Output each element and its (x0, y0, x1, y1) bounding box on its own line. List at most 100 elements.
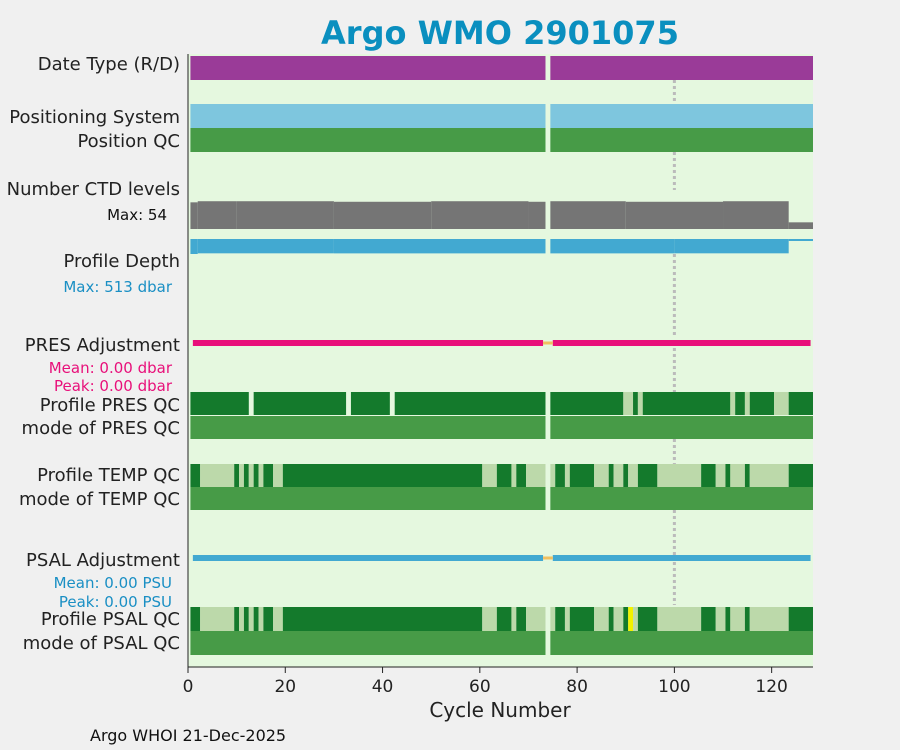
x-axis-label: Cycle Number (429, 698, 571, 722)
profile-pres-qc-seg-4 (550, 392, 624, 415)
profile-psal-qc-seg-5 (248, 607, 254, 631)
profile-psal-qc-seg-7 (258, 607, 264, 631)
profile-temp-qc-seg-12 (496, 464, 512, 487)
profile-temp-qc-seg-28 (715, 464, 726, 487)
chart-title: Argo WMO 2901075 (321, 14, 679, 52)
profile-temp-qc-seg-6 (253, 464, 259, 487)
profile-temp-qc-seg-7 (258, 464, 264, 487)
row-label-profile-depth: Profile Depth (63, 251, 180, 272)
profile-temp-qc-seg-17 (555, 464, 565, 487)
x-tick-label-0: 0 (183, 677, 194, 697)
psal-mean-note: Mean: 0.00 PSU (54, 574, 172, 592)
depth-max-note: Max: 513 dbar (63, 278, 172, 296)
pres-adjustment-line-0 (192, 340, 544, 346)
profile-psal-qc-seg-25 (633, 607, 638, 631)
profile-psal-qc-seg-12 (496, 607, 512, 631)
profile-psal-qc-seg-8 (263, 607, 274, 631)
data-type-bar-left (190, 56, 546, 80)
x-tick-label-1: 20 (274, 677, 296, 697)
profile-temp-qc-seg-23 (623, 464, 629, 487)
profile-psal-qc-seg-16 (550, 607, 556, 631)
profile-pres-qc-seg-5 (623, 392, 634, 415)
footer-credit: Argo WHOI 21-Dec-2025 (90, 726, 286, 745)
profile-pres-qc-seg-10 (735, 392, 745, 415)
mode-pres-qc-bar-left (190, 416, 546, 439)
profile-pres-qc-seg-7 (637, 392, 643, 415)
psal-adjustment-line-0 (192, 555, 544, 561)
positioning-system-bar-left (190, 104, 546, 128)
ctd-levels-bar-4 (431, 201, 529, 229)
profile-pres-qc-seg-14 (788, 392, 813, 415)
profile-temp-qc-seg-33 (788, 464, 813, 487)
profile-psal-qc-seg-13 (511, 607, 517, 631)
profile-pres-qc-seg-6 (633, 392, 638, 415)
row-label-pres-adjustment: PRES Adjustment (25, 335, 180, 356)
profile-psal-qc-seg-31 (730, 607, 745, 631)
psal-adjustment-line-1 (552, 555, 811, 561)
profile-depth-bar-1 (197, 239, 334, 254)
row-label-position-qc: Position QC (77, 131, 180, 152)
profile-psal-qc-seg-32 (744, 607, 750, 631)
profile-temp-qc-seg-26 (657, 464, 702, 487)
profile-psal-qc-seg-21 (608, 607, 614, 631)
ctd-levels-bar-8 (723, 201, 789, 229)
profile-temp-qc-seg-21 (608, 464, 614, 487)
profile-psal-qc-seg-23 (623, 607, 629, 631)
x-tick-label-5: 100 (658, 677, 690, 697)
profile-psal-qc-seg-19 (569, 607, 595, 631)
profile-temp-qc-seg-32 (749, 464, 789, 487)
profile-temp-qc-seg-19 (569, 464, 595, 487)
profile-psal-qc-seg-34 (788, 607, 813, 631)
profile-psal-qc-seg-9 (273, 607, 283, 631)
profile-depth-bar-0 (190, 239, 198, 254)
ctd-levels-bar-2 (236, 201, 334, 229)
ctd-levels-bar-9 (788, 222, 813, 229)
profile-temp-qc-seg-10 (282, 464, 483, 487)
profile-temp-qc-seg-15 (526, 464, 546, 487)
profile-psal-qc-seg-20 (594, 607, 609, 631)
profile-temp-qc-seg-20 (594, 464, 609, 487)
profile-pres-qc-seg-1 (253, 392, 347, 415)
profile-temp-qc-seg-30 (730, 464, 745, 487)
positioning-system-bar-right (550, 104, 813, 128)
profile-pres-qc-seg-2 (350, 392, 390, 415)
position-qc-bar-right (550, 128, 813, 152)
profile-psal-qc-seg-24 (628, 607, 634, 631)
profile-pres-qc-seg-9 (730, 392, 736, 415)
profile-psal-qc-seg-27 (657, 607, 702, 631)
profile-psal-qc-seg-15 (526, 607, 546, 631)
profile-psal-qc-seg-11 (482, 607, 497, 631)
ctd-levels-bar-0 (190, 202, 198, 229)
position-qc-bar-left (190, 128, 546, 152)
mode-psal-qc-bar-right (550, 631, 813, 655)
ctd-levels-bar-7 (625, 201, 724, 229)
profile-temp-qc-seg-27 (701, 464, 716, 487)
row-label-mode-temp-qc: mode of TEMP QC (19, 489, 180, 510)
profile-psal-qc-seg-14 (516, 607, 527, 631)
mode-pres-qc-bar-right (550, 416, 813, 439)
row-label-positioning-system: Positioning System (9, 107, 180, 128)
plot-background (188, 54, 813, 667)
profile-psal-qc-seg-29 (715, 607, 726, 631)
profile-temp-qc-seg-4 (243, 464, 249, 487)
profile-temp-qc-seg-3 (239, 464, 244, 487)
x-tick-label-4: 80 (566, 677, 588, 697)
profile-temp-qc-seg-1 (200, 464, 235, 487)
psal-peak-note: Peak: 0.00 PSU (59, 593, 172, 611)
profile-temp-qc-seg-8 (263, 464, 274, 487)
row-label-profile-psal-qc: Profile PSAL QC (41, 609, 180, 630)
profile-pres-qc-seg-11 (744, 392, 750, 415)
pres-mean-note: Mean: 0.00 dbar (49, 359, 173, 377)
profile-psal-qc-seg-33 (749, 607, 789, 631)
pres-adjustment-line-gap (543, 341, 553, 345)
profile-psal-qc-seg-22 (613, 607, 624, 631)
ctd-levels-bar-1 (197, 201, 237, 229)
profile-temp-qc-seg-11 (482, 464, 497, 487)
profile-temp-qc-seg-22 (613, 464, 624, 487)
row-label-mode-pres-qc: mode of PRES QC (22, 418, 180, 439)
pres-adjustment-line-1 (552, 340, 811, 346)
profile-psal-qc-seg-2 (234, 607, 240, 631)
profile-temp-qc-seg-16 (550, 464, 556, 487)
x-tick-label-6: 120 (755, 677, 787, 697)
